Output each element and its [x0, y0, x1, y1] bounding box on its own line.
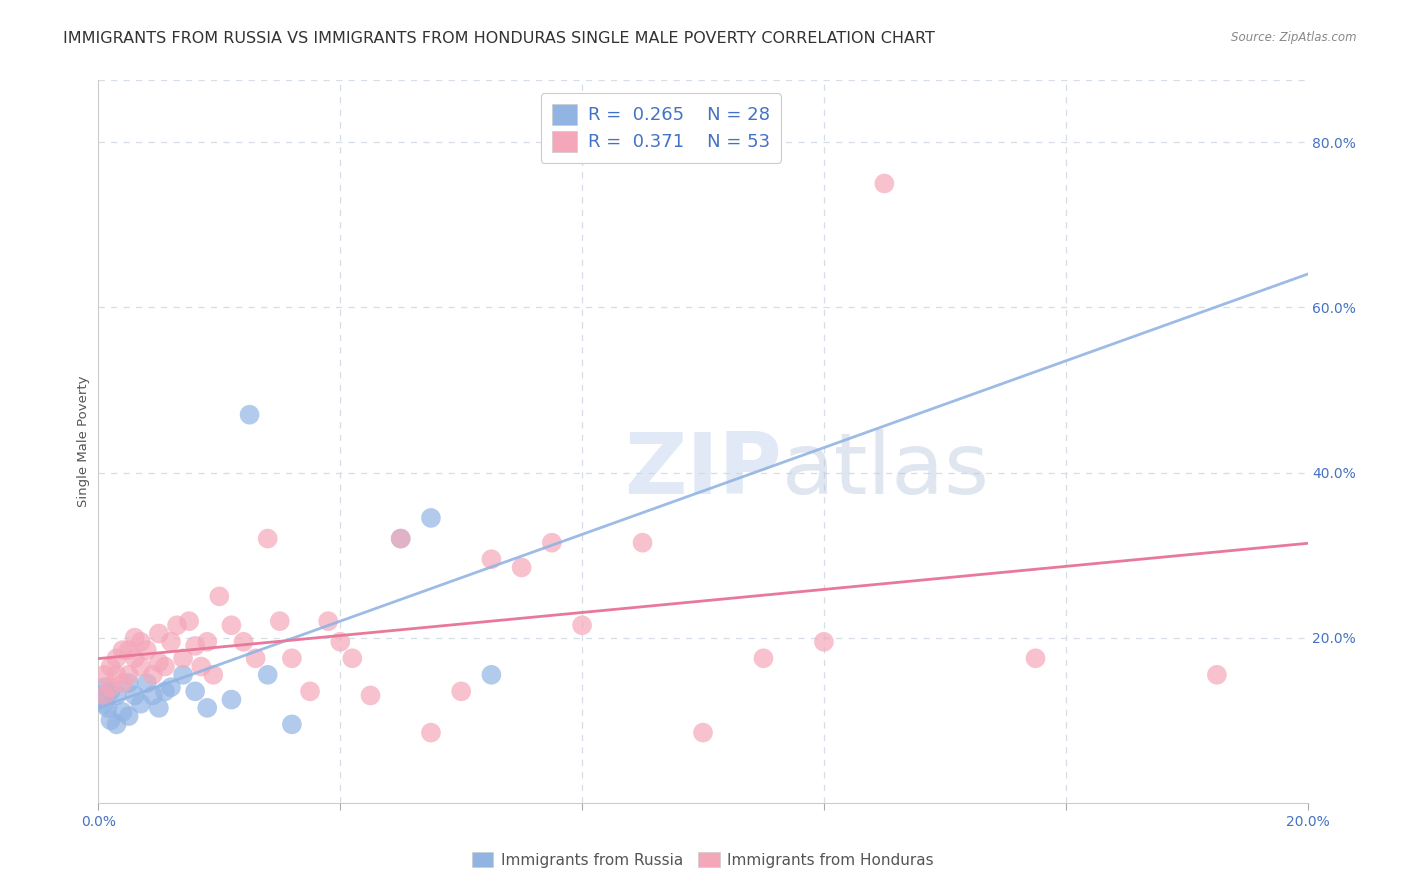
Point [93, 697, 115, 711]
Point [148, 701, 170, 715]
Legend: R =  0.265    N = 28, R =  0.371    N = 53: R = 0.265 N = 28, R = 0.371 N = 53 [541, 93, 780, 162]
Point [813, 634, 835, 648]
Point [142, 689, 165, 703]
Point [135, 676, 157, 690]
Point [111, 643, 134, 657]
Text: atlas: atlas [782, 429, 990, 512]
Point [692, 725, 714, 739]
Point [1024, 651, 1046, 665]
Point [129, 697, 152, 711]
Point [105, 717, 128, 731]
Point [153, 659, 176, 673]
Point [256, 668, 278, 682]
Point [118, 643, 141, 657]
Point [160, 680, 183, 694]
Point [124, 651, 146, 665]
Point [481, 668, 503, 682]
Point [96, 701, 118, 715]
Point [195, 634, 218, 648]
Point [329, 634, 352, 648]
Point [118, 668, 141, 682]
Point [172, 651, 194, 665]
Point [124, 689, 146, 703]
Point [153, 684, 176, 698]
Point [752, 651, 775, 665]
Point [93, 668, 115, 682]
Point [111, 676, 134, 690]
Point [90, 689, 112, 703]
Point [299, 684, 322, 698]
Point [389, 532, 412, 546]
Point [221, 692, 243, 706]
Point [124, 631, 146, 645]
Point [245, 651, 267, 665]
Point [148, 656, 170, 670]
Point [631, 535, 654, 549]
Point [420, 725, 443, 739]
Point [100, 684, 122, 698]
Point [360, 689, 382, 703]
Point [142, 668, 165, 682]
Point [105, 668, 128, 682]
Text: Source: ZipAtlas.com: Source: ZipAtlas.com [1232, 31, 1357, 45]
Point [316, 614, 339, 628]
Point [100, 713, 122, 727]
Point [450, 684, 472, 698]
Point [269, 614, 291, 628]
Point [389, 532, 412, 546]
Point [184, 684, 207, 698]
Point [179, 614, 201, 628]
Point [510, 560, 533, 574]
Point [129, 634, 152, 648]
Point [481, 552, 503, 566]
Point [118, 709, 141, 723]
Point [571, 618, 593, 632]
Point [100, 680, 122, 694]
Point [221, 618, 243, 632]
Point [873, 177, 896, 191]
Point [100, 659, 122, 673]
Legend: Immigrants from Russia, Immigrants from Honduras: Immigrants from Russia, Immigrants from … [465, 846, 941, 873]
Point [208, 590, 231, 604]
Point [160, 634, 183, 648]
Point [1206, 668, 1229, 682]
Text: IMMIGRANTS FROM RUSSIA VS IMMIGRANTS FROM HONDURAS SINGLE MALE POVERTY CORRELATI: IMMIGRANTS FROM RUSSIA VS IMMIGRANTS FRO… [63, 31, 935, 46]
Point [190, 659, 212, 673]
Point [195, 701, 218, 715]
Point [129, 659, 152, 673]
Point [239, 408, 262, 422]
Y-axis label: Single Male Poverty: Single Male Poverty [77, 376, 90, 508]
Point [93, 680, 115, 694]
Point [166, 618, 188, 632]
Point [105, 689, 128, 703]
Point [342, 651, 364, 665]
Point [540, 535, 562, 549]
Point [118, 676, 141, 690]
Point [184, 639, 207, 653]
Point [148, 626, 170, 640]
Point [281, 651, 304, 665]
Text: ZIP: ZIP [624, 429, 782, 512]
Point [420, 511, 443, 525]
Point [172, 668, 194, 682]
Point [105, 651, 128, 665]
Point [202, 668, 225, 682]
Point [111, 705, 134, 719]
Point [135, 643, 157, 657]
Point [93, 689, 115, 703]
Point [232, 634, 254, 648]
Point [281, 717, 304, 731]
Point [256, 532, 278, 546]
